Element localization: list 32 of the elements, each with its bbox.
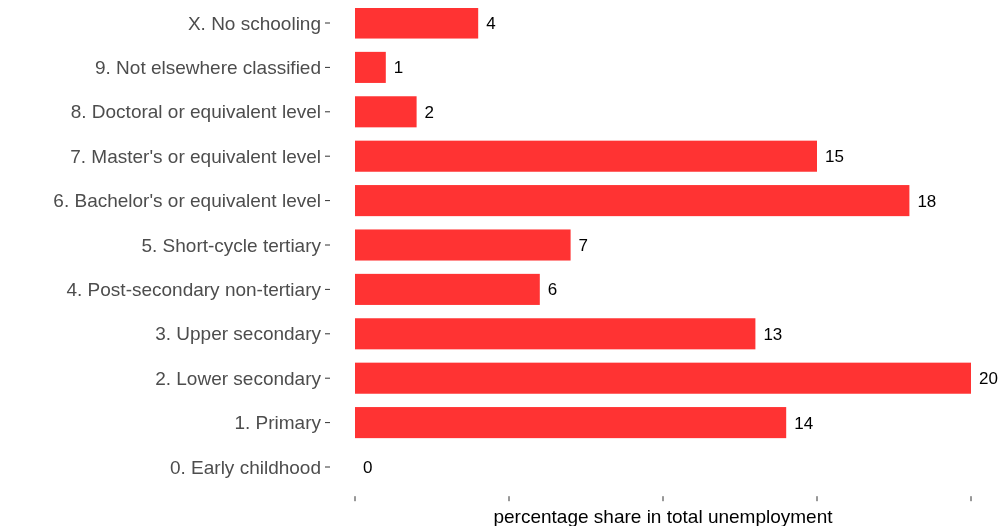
bar	[355, 8, 479, 39]
data-label: 6	[547, 280, 558, 300]
y-tick-label: 3. Upper secondary	[155, 323, 322, 345]
data-label: 2	[424, 102, 435, 122]
y-tick-label: 0. Early childhood	[169, 456, 321, 478]
data-label: 13	[763, 324, 783, 344]
bar	[355, 407, 787, 439]
data-label: 15	[825, 147, 844, 167]
y-tick-label: 2. Lower secondary	[155, 367, 322, 389]
y-tick-label: 7. Master's or equivalent level	[70, 145, 321, 167]
y-tick-label: 6. Bachelor's or equivalent level	[53, 190, 321, 212]
data-label: 1	[393, 58, 404, 78]
bar	[355, 273, 540, 305]
data-label: 4	[486, 13, 496, 33]
bar	[355, 185, 910, 217]
bar	[355, 229, 571, 261]
data-label: 18	[917, 191, 937, 211]
y-tick-label: X. No schooling	[187, 12, 321, 34]
y-tick-label: 8. Doctoral or equivalent level	[70, 101, 321, 123]
bar	[355, 318, 756, 350]
y-tick-label: 1. Primary	[234, 412, 322, 434]
y-tick-label: 9. Not elsewhere classified	[95, 57, 321, 79]
bar	[355, 51, 386, 83]
data-label: 14	[794, 413, 814, 433]
bar	[355, 96, 417, 128]
bar	[355, 362, 971, 394]
data-label: 0	[363, 457, 373, 477]
y-tick-label: 5. Short-cycle tertiary	[141, 234, 322, 256]
data-label: 20	[979, 369, 998, 389]
bar	[355, 140, 817, 172]
y-tick-label: 4. Post-secondary non-tertiary	[66, 279, 322, 301]
data-label: 7	[578, 235, 589, 255]
